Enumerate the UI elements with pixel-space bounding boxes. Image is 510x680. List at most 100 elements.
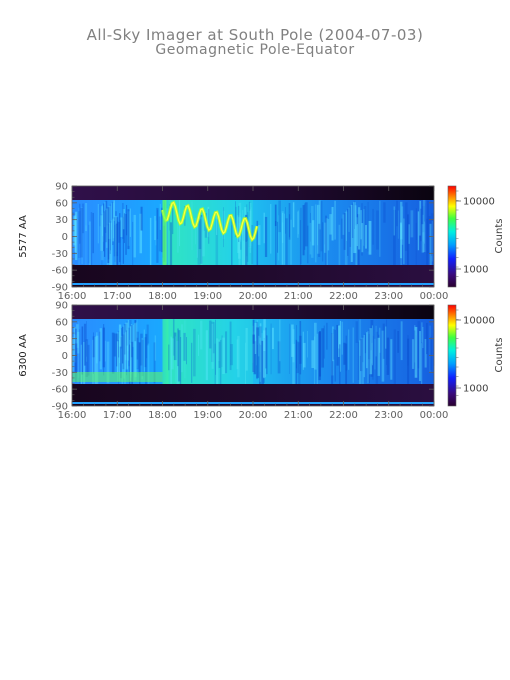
streak xyxy=(202,209,205,257)
x-tick-label: 23:00 xyxy=(374,410,403,421)
streak xyxy=(422,205,426,233)
streak xyxy=(230,344,233,366)
streak xyxy=(281,222,284,265)
streak xyxy=(154,215,156,241)
streak xyxy=(274,204,277,227)
onset-streak xyxy=(162,319,169,384)
streak xyxy=(385,326,387,349)
streak xyxy=(159,203,161,230)
onset-streak xyxy=(162,200,167,265)
streak xyxy=(212,322,215,354)
streak xyxy=(318,223,321,257)
streak xyxy=(83,341,86,384)
streak xyxy=(203,210,205,231)
streak xyxy=(133,214,136,258)
streak xyxy=(75,211,78,261)
streak xyxy=(231,214,233,265)
streak xyxy=(72,337,74,372)
streak xyxy=(420,208,423,242)
emission-band xyxy=(72,200,434,265)
x-tick-label: 16:00 xyxy=(58,291,87,302)
streak xyxy=(118,324,122,347)
streak xyxy=(299,220,302,265)
streak xyxy=(386,319,388,365)
x-tick-label: 20:00 xyxy=(239,291,268,302)
streak xyxy=(332,326,334,362)
streak xyxy=(153,342,156,384)
streak xyxy=(198,334,200,356)
streak xyxy=(129,326,132,382)
streak xyxy=(156,207,159,263)
colorbar-label: Counts xyxy=(494,219,505,254)
x-tick-label: 22:00 xyxy=(329,410,358,421)
streak xyxy=(303,342,306,368)
streak xyxy=(133,323,137,381)
streak xyxy=(414,326,418,378)
streak xyxy=(361,337,364,384)
streak xyxy=(424,338,427,368)
streak xyxy=(256,321,259,380)
streak xyxy=(320,201,323,252)
streak xyxy=(237,335,240,378)
streak xyxy=(400,321,403,361)
streak xyxy=(396,200,398,227)
streak xyxy=(421,343,423,384)
streak xyxy=(316,333,319,384)
streak xyxy=(100,215,103,251)
streak xyxy=(158,216,162,252)
streak xyxy=(114,215,117,265)
streak xyxy=(114,225,117,263)
streak xyxy=(407,335,409,366)
streak xyxy=(259,343,261,373)
streak xyxy=(342,214,345,235)
streak xyxy=(166,221,168,265)
streak xyxy=(154,335,157,361)
streak xyxy=(341,321,343,355)
streak xyxy=(275,221,277,265)
dark-bottom-region xyxy=(72,265,434,287)
streak xyxy=(415,208,417,240)
streak xyxy=(140,206,143,231)
y-tick-label: 30 xyxy=(55,334,68,345)
streak xyxy=(125,213,127,255)
streak xyxy=(130,343,132,378)
streak xyxy=(363,209,365,246)
y-tick-label: 90 xyxy=(55,301,68,312)
streak xyxy=(410,210,414,238)
streak xyxy=(256,327,260,378)
streak xyxy=(78,211,81,258)
streak xyxy=(92,336,96,358)
streak xyxy=(302,205,305,256)
streak xyxy=(238,205,240,242)
y-tick-label: 60 xyxy=(55,198,68,209)
streak xyxy=(82,203,85,234)
streak xyxy=(300,207,302,265)
streak xyxy=(103,211,106,257)
streak xyxy=(306,330,308,358)
streak xyxy=(368,329,371,360)
streak xyxy=(92,339,94,384)
streak xyxy=(81,326,84,375)
streak xyxy=(201,217,203,265)
streak xyxy=(266,335,268,375)
colorbar-tick-label: 10000 xyxy=(463,316,495,327)
streak xyxy=(419,200,422,236)
streak xyxy=(143,329,145,372)
streak xyxy=(393,209,396,265)
y-axis-label: 6300 AA xyxy=(18,334,29,377)
streak xyxy=(107,224,111,260)
streak xyxy=(143,337,147,368)
streak xyxy=(176,214,179,253)
streak xyxy=(331,333,334,384)
streak xyxy=(214,343,216,384)
streak xyxy=(235,206,237,236)
streak xyxy=(247,212,249,262)
streak xyxy=(307,225,309,264)
streak xyxy=(195,217,196,245)
x-tick-label: 21:00 xyxy=(284,291,313,302)
streak xyxy=(193,328,196,377)
streak xyxy=(216,338,219,384)
streak xyxy=(128,344,131,384)
streak xyxy=(211,323,214,369)
streak xyxy=(127,329,129,352)
